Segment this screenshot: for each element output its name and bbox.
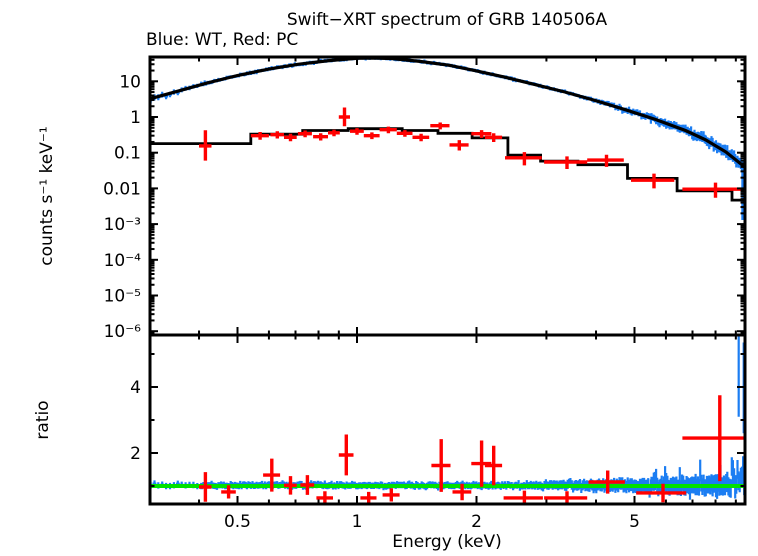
ratio-tick-label: 2 (130, 444, 141, 464)
pc-model-steps (150, 127, 745, 202)
axis-ticks (150, 57, 745, 504)
top-panel-frame (148, 55, 747, 337)
x-tick-label: 2 (471, 512, 482, 532)
wt-data-series (150, 57, 745, 220)
y-tick-label: 10⁻⁴ (104, 251, 142, 271)
y-tick-label: 10 (119, 72, 141, 92)
x-tick-label: 0.5 (224, 512, 251, 532)
pc-data-series (199, 107, 744, 198)
y-tick-label: 10⁻³ (104, 215, 141, 235)
y-tick-label: 10⁻⁵ (104, 287, 141, 307)
y-tick-label: 10⁻⁶ (104, 322, 142, 342)
x-axis-label-energy: Energy (keV) (392, 532, 502, 552)
plot-title: Swift−XRT spectrum of GRB 140506A (286, 10, 608, 30)
ratio-tick-label: 4 (130, 378, 141, 398)
y-tick-label: 1 (130, 108, 141, 128)
x-tick-label: 1 (352, 512, 363, 532)
tick-labels: 0.5 1 2 5 10 1 0.1 0.01 10⁻³ 10⁻⁴ 10⁻⁵ 10⁻⁶ 2 4 (103, 72, 640, 532)
y-tick-label: 0.1 (114, 144, 141, 164)
y-tick-label: 0.01 (103, 179, 141, 199)
ratio-pc-series (199, 395, 745, 504)
wt-model-line (150, 57, 745, 170)
plot-subtitle: Blue: WT, Red: PC (146, 30, 299, 50)
ratio-wt-series (150, 335, 745, 500)
x-tick-label: 5 (629, 512, 640, 532)
